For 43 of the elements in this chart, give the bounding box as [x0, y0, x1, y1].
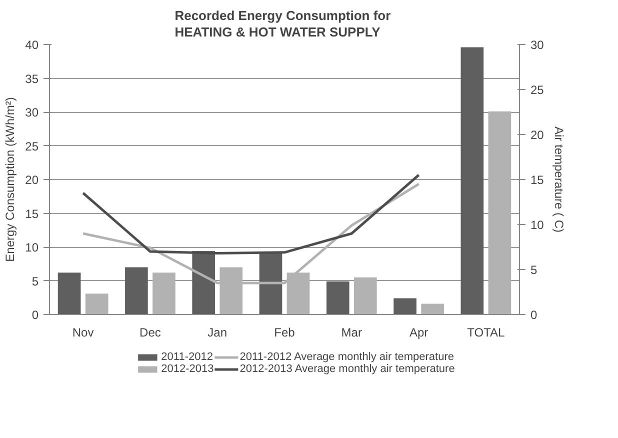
bar — [354, 277, 377, 314]
y-tick-label: 35 — [25, 72, 39, 86]
bar — [326, 281, 350, 314]
y-tick-label: 5 — [32, 274, 39, 288]
y-tick-label: 20 — [25, 173, 39, 187]
y2-tick-label: 30 — [530, 38, 544, 52]
legend-label: 2012-2013 Average monthly air temperature — [240, 363, 455, 375]
y2-tick-label: 25 — [530, 83, 544, 97]
bar — [259, 252, 282, 314]
bar — [125, 267, 148, 314]
y-tick-label: 15 — [25, 206, 39, 221]
y2-tick-label: 20 — [530, 128, 544, 142]
y-tick-label: 25 — [25, 139, 39, 154]
x-tick-label: Mar — [341, 326, 362, 340]
x-tick-label: Apr — [409, 326, 428, 340]
legend-label: 2012-2013 — [161, 363, 214, 375]
y2-tick-label: 15 — [530, 173, 544, 187]
bar — [58, 272, 81, 314]
x-tick-label: Feb — [274, 326, 296, 340]
y2-axis-title: Air temperature ( C) — [552, 126, 566, 233]
bar — [421, 304, 444, 314]
legend-label: 2011-2012 Average monthly air temperature — [240, 351, 454, 363]
y2-tick-label: 0 — [530, 308, 538, 322]
x-tick-label: TOTAL — [467, 326, 506, 340]
bar — [192, 251, 216, 314]
bar — [85, 294, 108, 314]
y2-tick-label: 5 — [530, 263, 538, 277]
y-tick-label: 30 — [25, 106, 39, 120]
y-axis-title: Energy Consumption (kWh/m²) — [3, 97, 18, 262]
y-tick-label: 40 — [25, 38, 39, 52]
x-tick-label: Jan — [208, 326, 228, 340]
bar — [460, 47, 484, 314]
line-series — [82, 174, 420, 255]
y-tick-label: 10 — [25, 240, 39, 254]
legend-label: 2011-2012 — [161, 351, 213, 363]
bar — [488, 111, 512, 314]
x-tick-label: Dec — [140, 326, 161, 340]
y-tick-label: 0 — [32, 308, 39, 322]
x-tick-label: Nov — [72, 326, 94, 340]
bar — [152, 272, 176, 314]
bar — [394, 298, 416, 314]
y2-tick-label: 10 — [530, 218, 544, 232]
chart-title: Recorded Energy Consumption for HEATING & HOT WATER SUPPLY — [174, 8, 391, 40]
